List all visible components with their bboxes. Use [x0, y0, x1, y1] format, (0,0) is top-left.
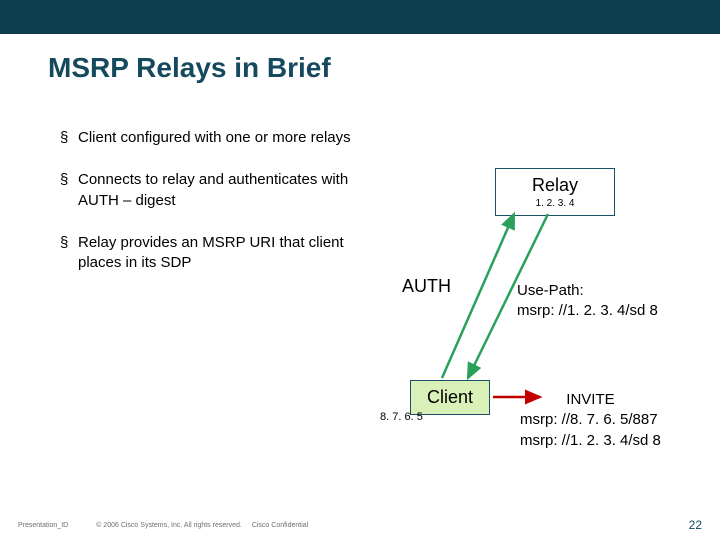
- bullet-item: Connects to relay and authenticates with…: [60, 170, 360, 211]
- client-box: Client: [410, 380, 490, 415]
- footer-confidential: Cisco Confidential: [252, 522, 308, 529]
- use-path-l2: msrp: //1. 2. 3. 4/sd 8: [517, 301, 658, 321]
- client-title: Client: [421, 387, 479, 408]
- relay-addr: 1. 2. 3. 4: [506, 198, 604, 209]
- page-number: 22: [689, 518, 702, 532]
- slide-title: MSRP Relays in Brief: [48, 52, 331, 84]
- client-addr: 8. 7. 6. 5: [380, 411, 423, 423]
- relay-box: Relay 1. 2. 3. 4: [495, 168, 615, 216]
- footer-copyright: © 2006 Cisco Systems, Inc. All rights re…: [96, 522, 242, 529]
- bullet-item: Client configured with one or more relay…: [60, 128, 360, 148]
- relay-title: Relay: [506, 175, 604, 196]
- bullet-item: Relay provides an MSRP URI that client p…: [60, 233, 360, 274]
- bullet-list: Client configured with one or more relay…: [60, 128, 360, 295]
- use-path-text: Use-Path: msrp: //1. 2. 3. 4/sd 8: [517, 281, 658, 322]
- invite-text: INVITE msrp: //8. 7. 6. 5/887 msrp: //1.…: [520, 390, 661, 451]
- use-path-l1: Use-Path:: [517, 281, 658, 301]
- footer: Presentation_ID © 2006 Cisco Systems, In…: [18, 518, 702, 532]
- auth-label: AUTH: [402, 276, 451, 297]
- footer-left: Presentation_ID: [18, 522, 68, 529]
- invite-l2: msrp: //8. 7. 6. 5/887: [520, 410, 661, 430]
- invite-l3: msrp: //1. 2. 3. 4/sd 8: [520, 431, 661, 451]
- invite-l1: INVITE: [520, 390, 661, 410]
- top-color-band: [0, 0, 720, 34]
